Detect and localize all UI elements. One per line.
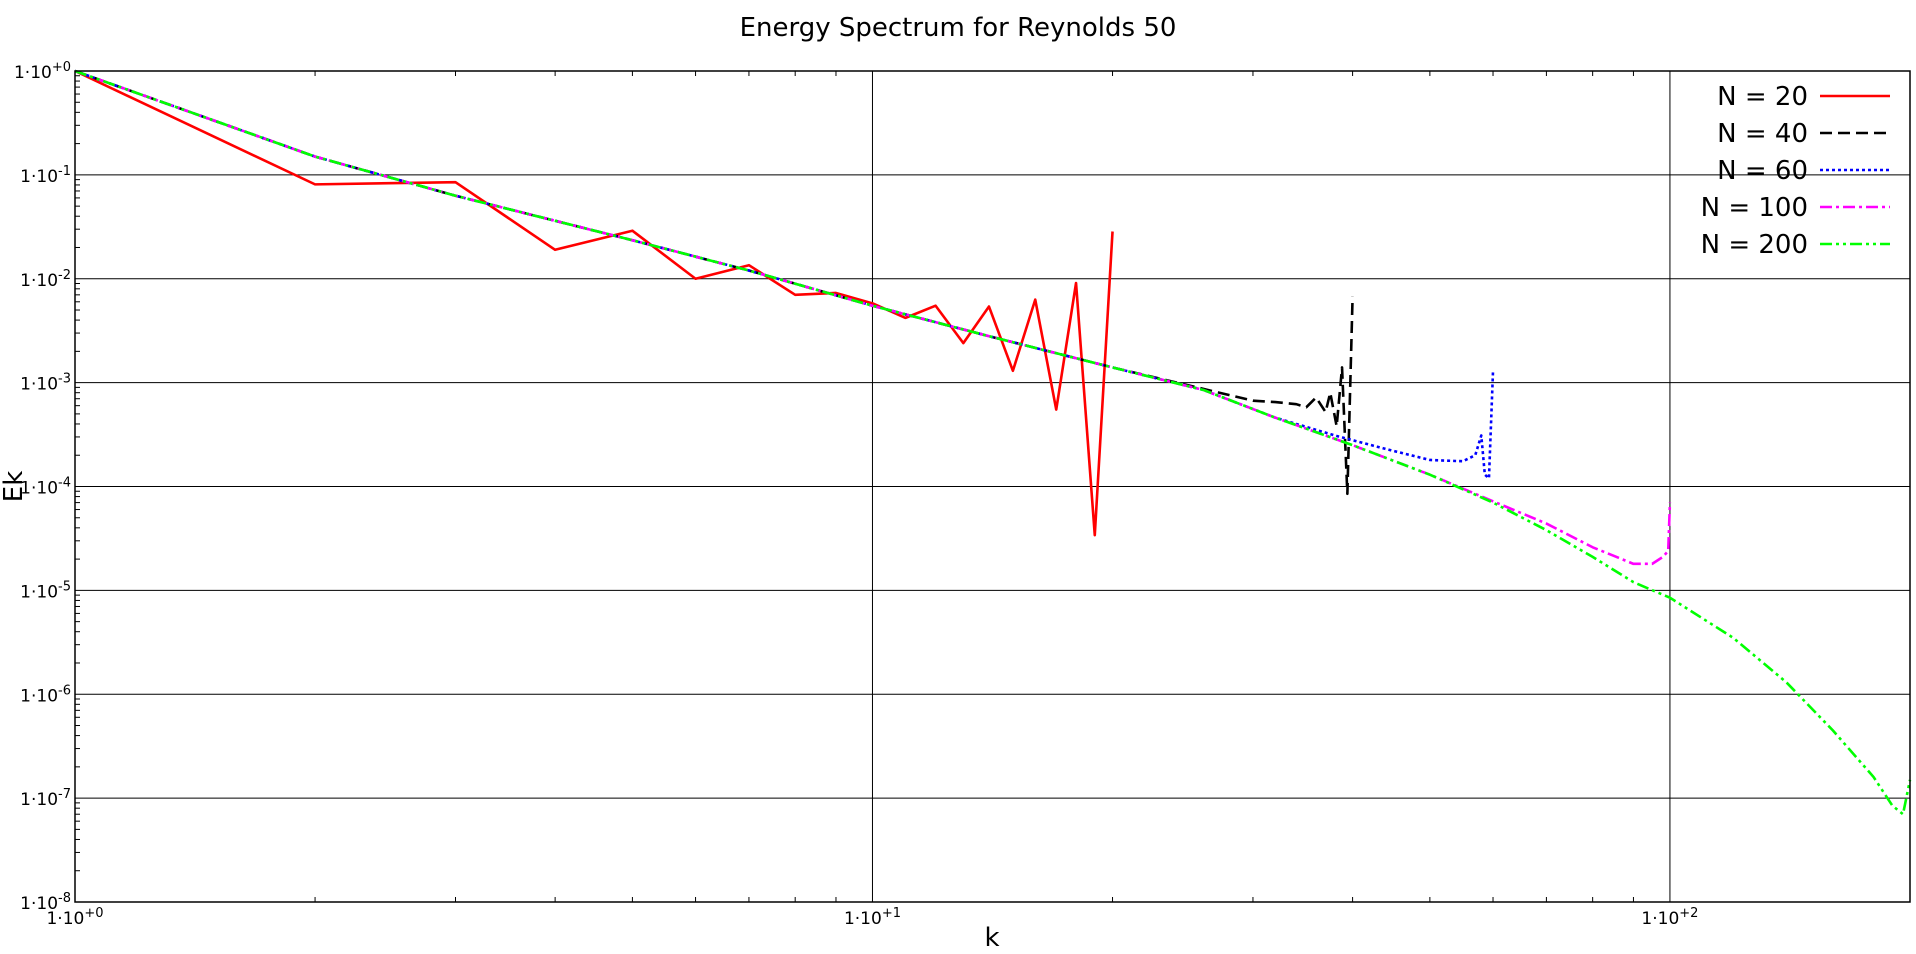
legend-label: N = 40 <box>1717 119 1808 149</box>
legend-label: N = 200 <box>1701 230 1808 260</box>
x-tick-label: 1·10+2 <box>1641 906 1698 930</box>
x-axis-label: k <box>984 923 999 950</box>
axis-tick-labels: 1·10+0 1·10-1 1·10-2 1·10-3 1·10-4 1·10-5 1·10… <box>14 60 1698 930</box>
legend-label: N = 100 <box>1701 193 1808 223</box>
y-tick-label: 1·10-5 <box>20 579 71 603</box>
series-line-1 <box>74 69 1114 537</box>
y-tick-label: 1·10-7 <box>20 787 71 811</box>
legend: N = 20 N = 40 N = 60 N = 100 N = 200 <box>1701 82 1890 260</box>
y-tick-label: 1·10-2 <box>20 267 71 291</box>
x-tick-label: 1·10+0 <box>46 906 103 930</box>
y-tick-label: 1·10-8 <box>20 891 71 915</box>
y-tick-label: 1·10+0 <box>14 60 71 84</box>
legend-label: N = 60 <box>1717 156 1808 186</box>
series-line-3 <box>74 69 1495 480</box>
x-tick-label: 1·10+1 <box>844 906 901 930</box>
chart-title: Energy Spectrum for Reynolds 50 <box>740 13 1177 43</box>
y-tick-label: 1·10-1 <box>20 163 71 187</box>
plot-frame <box>74 70 1911 903</box>
y-tick-label: 1·10-3 <box>20 371 71 395</box>
series-line-2 <box>74 69 1354 496</box>
legend-label: N = 20 <box>1717 82 1808 112</box>
y-tick-label: 1·10-4 <box>20 475 71 499</box>
y-axis-label: Ek <box>0 471 29 502</box>
y-tick-label: 1·10-6 <box>20 683 71 707</box>
series-line-5 <box>74 69 1912 816</box>
series-lines <box>74 69 1912 816</box>
grid-lines <box>75 71 1910 902</box>
